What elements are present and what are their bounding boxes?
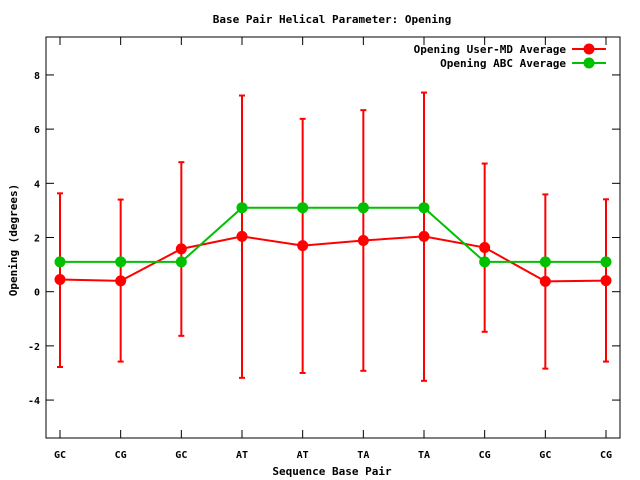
data-point [479, 256, 491, 268]
legend-swatch-marker-2 [583, 57, 595, 69]
plot-frame [45, 36, 621, 439]
data-point [357, 202, 369, 214]
data-point [115, 275, 127, 287]
data-point [54, 256, 66, 268]
legend-label-2: Opening ABC Average [440, 57, 566, 70]
x-tick-label: GC [539, 450, 551, 461]
y-axis-label: Opening (degrees) [7, 184, 20, 297]
x-tick-label: CG [600, 450, 612, 461]
data-point [115, 256, 127, 268]
y-tick-label: 6 [34, 125, 40, 136]
data-point [54, 273, 66, 285]
data-point [539, 275, 551, 287]
data-point [175, 256, 187, 268]
series-line [60, 206, 606, 263]
x-tick-label: CG [479, 450, 491, 461]
data-point [600, 275, 612, 287]
x-tick-label: AT [236, 450, 248, 461]
x-axis: GC CG GC AT AT TA TA CG GC CG [54, 37, 612, 461]
y-tick-label: -2 [28, 342, 40, 353]
legend-swatch-marker-1 [583, 43, 595, 55]
data-point [479, 242, 491, 254]
x-tick-label: CG [115, 450, 127, 461]
data-point [600, 256, 612, 268]
legend-label-1: Opening User-MD Average [414, 43, 567, 56]
data-point [418, 202, 430, 214]
series-1 [54, 91, 612, 382]
x-tick-label: GC [175, 450, 187, 461]
y-tick-label: 8 [34, 71, 40, 82]
x-tick-label: TA [357, 450, 369, 461]
chart-title: Base Pair Helical Parameter: Opening [213, 13, 451, 26]
x-axis-label: Sequence Base Pair [272, 465, 392, 478]
series-2 [54, 202, 612, 268]
plot-area [54, 91, 612, 382]
y-tick-label: 2 [34, 234, 40, 245]
data-point [297, 202, 309, 214]
data-point [175, 243, 187, 255]
y-tick-label: -4 [28, 396, 40, 407]
x-tick-label: AT [297, 450, 309, 461]
data-point [236, 202, 248, 214]
data-point [539, 256, 551, 268]
y-tick-label: 0 [34, 288, 40, 299]
data-point [236, 230, 248, 242]
data-point [297, 240, 309, 252]
x-tick-label: GC [54, 450, 66, 461]
data-point [357, 234, 369, 246]
series-line [59, 235, 607, 283]
y-tick-label: 4 [34, 179, 40, 190]
y-axis: -4 -2 0 2 4 6 8 [28, 71, 620, 407]
data-point [418, 230, 430, 242]
x-tick-label: TA [418, 450, 430, 461]
